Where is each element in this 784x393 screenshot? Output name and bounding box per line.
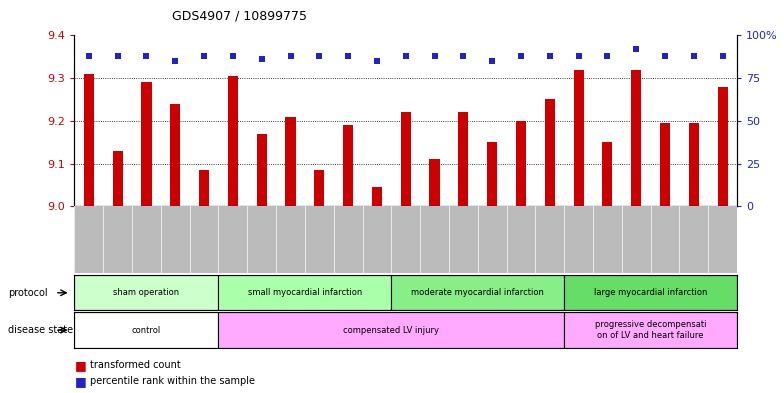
Bar	[372, 187, 382, 206]
Bar	[564, 312, 737, 348]
Point	[630, 46, 642, 52]
Bar	[574, 70, 583, 206]
Bar	[219, 312, 564, 348]
Point	[399, 53, 412, 59]
Bar	[516, 121, 526, 206]
Point	[227, 53, 239, 59]
Bar	[391, 275, 564, 310]
Point	[514, 53, 527, 59]
Bar	[74, 275, 219, 310]
Point	[313, 53, 325, 59]
Text: control: control	[132, 326, 162, 334]
Bar	[228, 76, 238, 206]
Bar	[602, 142, 612, 206]
Text: small myocardial infarction: small myocardial infarction	[248, 288, 362, 297]
Text: GDS4907 / 10899775: GDS4907 / 10899775	[172, 10, 307, 23]
Point	[342, 53, 354, 59]
Point	[371, 58, 383, 64]
Text: large myocardial infarction: large myocardial infarction	[593, 288, 707, 297]
Point	[428, 53, 441, 59]
Point	[82, 53, 95, 59]
Bar	[219, 275, 391, 310]
Text: compensated LV injury: compensated LV injury	[343, 326, 439, 334]
Bar	[688, 123, 699, 206]
Point	[285, 53, 297, 59]
Bar	[256, 134, 267, 206]
Bar	[314, 170, 325, 206]
Bar	[660, 123, 670, 206]
Text: moderate myocardial infarction: moderate myocardial infarction	[412, 288, 544, 297]
Point	[659, 53, 671, 59]
Text: percentile rank within the sample: percentile rank within the sample	[90, 376, 255, 386]
Bar	[487, 142, 497, 206]
Bar	[459, 112, 468, 206]
Point	[486, 58, 499, 64]
Bar	[717, 86, 728, 206]
Bar	[74, 312, 219, 348]
Bar	[343, 125, 353, 206]
Text: disease state: disease state	[8, 325, 73, 335]
Text: sham operation: sham operation	[114, 288, 180, 297]
Text: protocol: protocol	[8, 288, 48, 298]
Bar	[545, 99, 555, 206]
Bar	[199, 170, 209, 206]
Bar	[141, 83, 151, 206]
Point	[198, 53, 210, 59]
Text: ■: ■	[74, 359, 86, 372]
Point	[572, 53, 585, 59]
Text: transformed count: transformed count	[90, 360, 181, 371]
Bar	[631, 70, 641, 206]
Point	[601, 53, 614, 59]
Text: progressive decompensati
on of LV and heart failure: progressive decompensati on of LV and he…	[595, 320, 706, 340]
Bar	[113, 151, 123, 206]
Point	[717, 53, 729, 59]
Point	[256, 56, 268, 62]
Bar	[401, 112, 411, 206]
Bar	[170, 104, 180, 206]
Point	[543, 53, 556, 59]
Point	[140, 53, 153, 59]
Point	[688, 53, 700, 59]
Bar	[84, 74, 94, 206]
Point	[111, 53, 124, 59]
Text: ■: ■	[74, 375, 86, 388]
Bar	[285, 117, 296, 206]
Point	[457, 53, 470, 59]
Bar	[564, 275, 737, 310]
Bar	[430, 159, 440, 206]
Point	[169, 58, 182, 64]
